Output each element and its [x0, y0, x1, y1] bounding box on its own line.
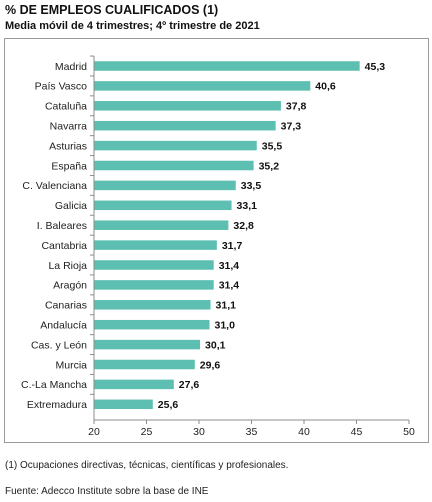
value-label: 29,6 [200, 359, 221, 371]
chart-title: % DE EMPLEOS CUALIFICADOS (1) [5, 3, 219, 17]
category-label: C.-La Mancha [21, 379, 87, 391]
category-label: Canarias [45, 300, 87, 312]
x-tick-label: 35 [246, 426, 258, 438]
bar-navarra [94, 120, 276, 131]
x-tick-label: 20 [88, 426, 100, 438]
category-label: I. Baleares [37, 220, 87, 232]
bar-canarias [94, 300, 211, 310]
value-label: 40,6 [315, 81, 336, 93]
bar-la-rioja [94, 260, 214, 270]
category-label: Galicia [55, 200, 87, 212]
category-label: España [51, 160, 87, 172]
value-label: 31,0 [215, 320, 236, 332]
bar-madrid [94, 61, 360, 71]
value-label: 31,7 [222, 240, 243, 252]
bar-c-la-mancha [94, 379, 174, 390]
bar-i-baleares [94, 220, 229, 230]
category-label: Andalucía [40, 320, 87, 332]
bar-espa-a [94, 160, 254, 171]
category-label: Madrid [55, 61, 87, 73]
bar-galicia [94, 200, 232, 211]
value-label: 31,4 [219, 280, 240, 292]
value-label: 45,3 [365, 61, 386, 73]
bar-pa-s-vasco [94, 81, 311, 91]
chart-frame [4, 38, 429, 443]
bar-asturias [94, 140, 257, 151]
value-label: 37,8 [286, 101, 307, 113]
category-label: Aragón [53, 280, 87, 292]
category-label: Asturias [49, 140, 87, 152]
x-tick-label: 45 [351, 426, 363, 438]
bar-cas-y-le-n [94, 339, 201, 350]
bar-murcia [94, 359, 195, 370]
value-label: 35,2 [259, 160, 280, 172]
value-label: 25,6 [158, 399, 179, 411]
category-label: Extremadura [27, 399, 87, 411]
x-tick-label: 25 [141, 426, 153, 438]
footnote: (1) Ocupaciones directivas, técnicas, ci… [5, 460, 289, 471]
bar-andaluc-a [94, 319, 210, 330]
source-note: Fuente: Adecco Institute sobre la base d… [5, 486, 209, 497]
value-label: 32,8 [233, 220, 254, 232]
value-label: 30,1 [205, 339, 226, 351]
value-label: 31,1 [216, 300, 237, 312]
bar-arag-n [94, 280, 214, 290]
value-label: 37,3 [281, 121, 302, 133]
chart-subtitle: Media móvil de 4 trimestres; 4º trimestr… [5, 20, 260, 32]
value-label: 35,5 [262, 140, 283, 152]
category-label: Murcia [55, 359, 87, 371]
category-label: País Vasco [35, 81, 87, 93]
bar-extremadura [94, 399, 153, 410]
value-label: 33,1 [237, 200, 258, 212]
bar-c-valenciana [94, 180, 236, 191]
value-label: 27,6 [179, 379, 200, 391]
bar-cantabria [94, 240, 217, 250]
category-label: Cataluña [45, 101, 87, 113]
x-tick-label: 50 [403, 426, 415, 438]
x-tick-label: 30 [193, 426, 205, 438]
x-tick-label: 40 [298, 426, 310, 438]
category-label: C. Valenciana [22, 180, 87, 192]
value-label: 33,5 [241, 180, 262, 192]
bar-catalu-a [94, 101, 281, 111]
category-label: Cas. y León [31, 339, 87, 351]
category-label: Navarra [50, 121, 88, 133]
category-label: La Rioja [48, 260, 87, 272]
category-label: Cantabria [41, 240, 87, 252]
value-label: 31,4 [219, 260, 240, 272]
